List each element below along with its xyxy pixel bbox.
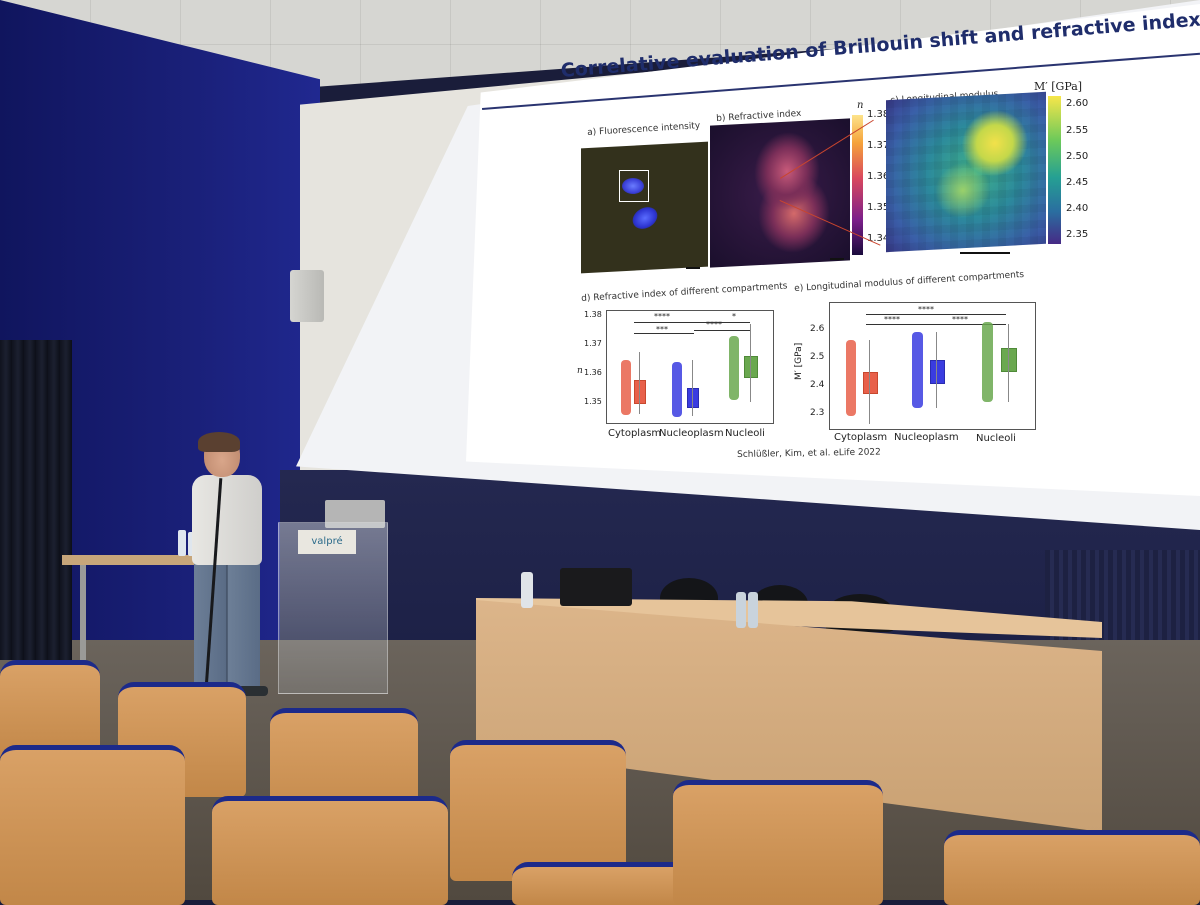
side-table-leg [80,565,86,660]
plot-e-ytick: 2.4 [810,380,825,390]
nucleoli-points [729,336,739,400]
cytoplasm-box [863,372,878,394]
sig-bracket [634,322,750,323]
presenter-body [192,475,262,565]
whisker [750,324,751,402]
plot-e-category: Nucleoli [976,433,1016,444]
presenter-legs [194,560,260,690]
refractive-index-colorbar [852,115,863,255]
audience-seat [450,740,626,881]
colorbar-m-tick: 2.40 [1066,203,1089,214]
audience-seat [0,660,100,760]
scale-bar [686,267,700,269]
colorbar-n-symbol: n [857,100,864,111]
presenter-hair [198,432,240,452]
plot-e-ytick: 2.6 [810,324,825,334]
sanitizer-bottle [521,572,533,608]
colorbar-n-tick: 1.34 [867,233,890,244]
cytoplasm-points [846,340,856,416]
side-table [62,555,202,565]
audience-seat [673,780,883,905]
plot-d-ytick: 1.38 [584,310,602,319]
whisker [692,360,693,416]
plot-e-sig: **** [918,305,934,314]
refractive-index-image [710,118,850,268]
nucleoplasm-box [930,360,945,384]
sig-bracket [866,314,1006,315]
lectern-laptop [325,500,385,528]
colorbar-n-tick: 1.35 [867,202,890,213]
cell-spot [622,178,644,194]
sig-bracket [938,324,1006,325]
plot-d-sig: *** [656,325,668,334]
colorbar-m-tick: 2.45 [1066,177,1089,188]
plot-e-sig: **** [952,315,968,324]
water-bottle [748,592,758,628]
plot-d-ylabel: n [577,366,583,376]
scale-bar [830,258,844,260]
scale-bar [960,252,1010,254]
plot-d-category: Nucleoplasm [659,428,724,439]
plot-e-category: Cytoplasm [834,432,888,443]
colorbar-m-tick: 2.35 [1066,229,1089,240]
plot-d-sig: **** [654,312,670,321]
cytoplasm-box [634,380,646,404]
colorbar-n-tick: 1.38 [867,109,890,120]
plot-d-sig: * [732,312,736,321]
plot-d-ytick: 1.35 [584,397,602,406]
nucleoli-box [744,356,758,378]
nucleoli-box [1001,348,1017,372]
plot-d-category: Cytoplasm [608,428,662,439]
plot-d-ytick: 1.36 [584,368,602,377]
whisker [869,340,870,424]
colorbar-m-label: M′ [GPa] [1034,80,1083,93]
roi-box [619,170,649,202]
nucleoplasm-points [672,362,682,417]
plot-e-ytick: 2.3 [810,408,825,418]
curtain [0,340,72,660]
colorbar-n-tick: 1.37 [867,140,890,151]
plot-e-sig: **** [884,315,900,324]
water-bottle [736,592,746,628]
audience-seat [944,830,1200,905]
colorbar-m-tick: 2.60 [1066,98,1089,109]
plot-d-sig: **** [706,320,722,329]
plot-e-ylabel: M′ [GPa] [794,342,804,380]
sig-bracket [866,324,938,325]
cytoplasm-points [621,360,631,415]
plot-e-frame [829,302,1036,430]
longitudinal-modulus-image [886,91,1046,253]
audience-seat [512,862,692,905]
colorbar-n-tick: 1.36 [867,171,890,182]
presenter-shoe [238,686,268,696]
sig-bracket [634,333,694,334]
sig-bracket [694,330,750,331]
longitudinal-modulus-colorbar [1048,96,1061,244]
colorbar-m-tick: 2.55 [1066,125,1089,136]
whisker [936,332,937,408]
water-bottle [178,530,186,556]
whisker [1008,324,1009,402]
plot-d-ytick: 1.37 [584,339,602,348]
plot-d-category: Nucleoli [725,428,765,439]
wall-speaker [290,270,324,322]
colorbar-m-tick: 2.50 [1066,151,1089,162]
nucleoplasm-box [687,388,699,408]
desk-laptop [560,568,632,606]
nucleoli-points [982,322,993,402]
plot-e-ytick: 2.5 [810,352,825,362]
audience-seat [0,745,185,905]
lectern-sign: valpré [298,530,356,554]
audience-seat [212,796,448,905]
nucleoplasm-points [912,332,923,408]
whisker [639,352,640,414]
plot-d-frame [606,310,774,424]
plot-e-category: Nucleoplasm [894,432,959,443]
